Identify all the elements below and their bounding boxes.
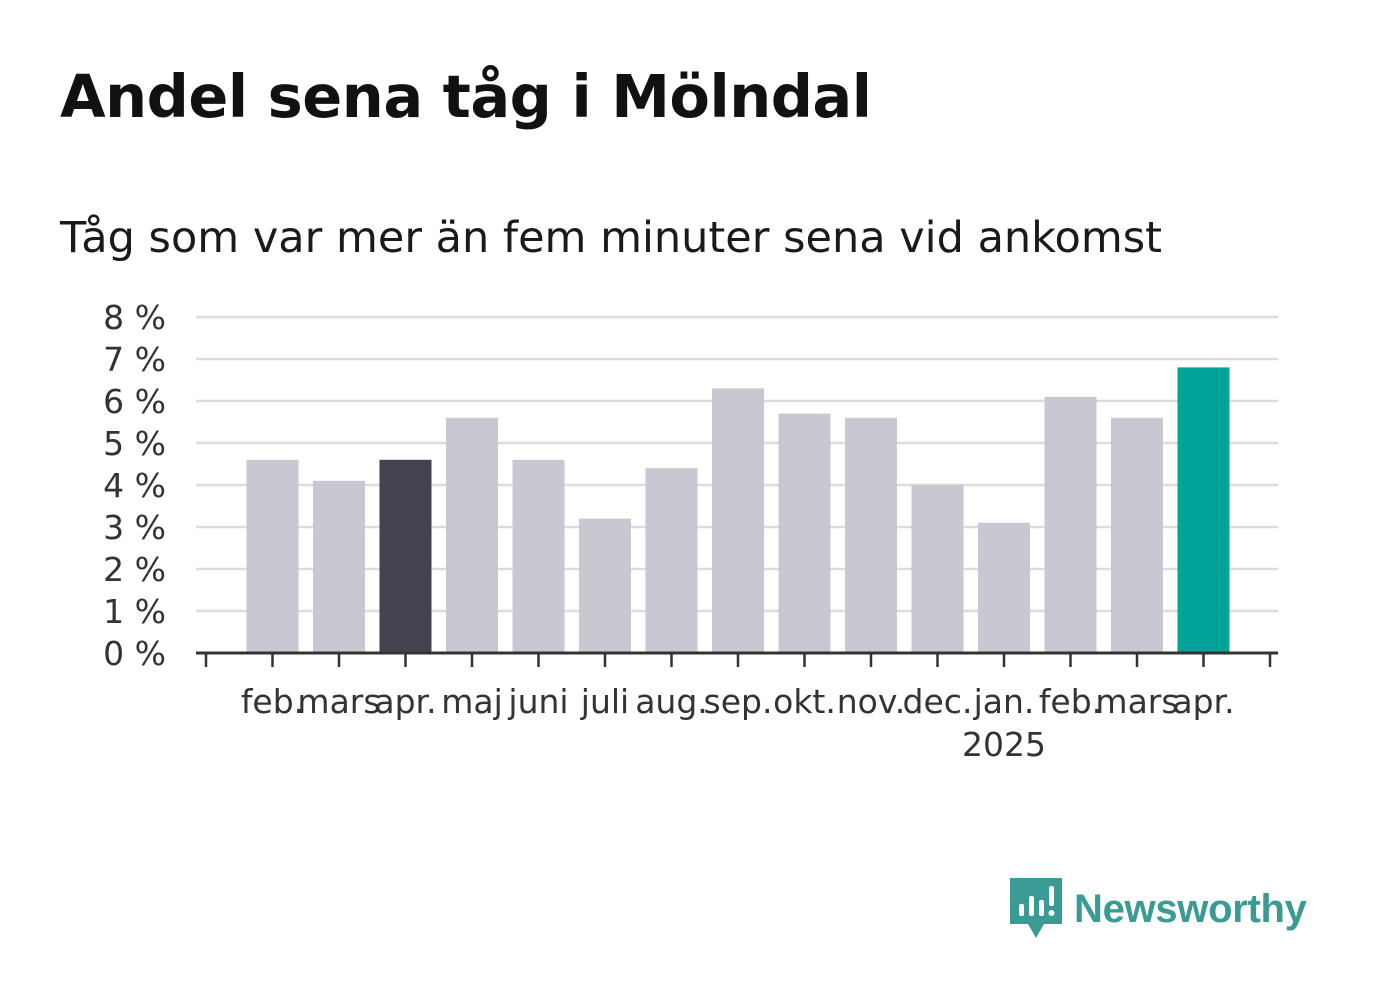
- x-tick-label: maj: [441, 682, 503, 721]
- newsworthy-logo: Newsworthy: [1010, 878, 1307, 940]
- x-tick-label: feb.: [1039, 682, 1102, 721]
- y-tick-label: 1 %: [103, 592, 166, 631]
- bar: [712, 388, 764, 653]
- x-tick-label: juli: [580, 682, 629, 721]
- bar: [1044, 396, 1097, 653]
- bar: [579, 518, 631, 653]
- brand-name: Newsworthy: [1074, 886, 1307, 931]
- bar: [845, 417, 897, 653]
- bar: [911, 485, 964, 653]
- x-year-label: 2025: [962, 725, 1046, 764]
- x-tick-label: juni: [507, 682, 568, 721]
- x-tick-label: feb.: [241, 682, 304, 721]
- x-tick-label: okt.: [773, 682, 836, 721]
- bar: [379, 459, 432, 653]
- y-tick-label: 7 %: [103, 340, 166, 379]
- bar: [313, 480, 365, 653]
- y-axis-ticks: 0 %1 %2 %3 %4 %5 %6 %7 %8 %: [103, 298, 166, 673]
- x-tick-label: apr.: [1172, 682, 1234, 721]
- chart-subtitle: Tåg som var mer än fem minuter sena vid …: [60, 213, 1163, 263]
- newsworthy-chart-icon: [1010, 878, 1062, 938]
- y-tick-label: 4 %: [103, 466, 166, 505]
- chart-title: Andel sena tåg i Mölndal: [60, 62, 872, 131]
- bar: [978, 522, 1030, 653]
- bar: [512, 459, 565, 653]
- y-tick-label: 5 %: [103, 424, 166, 463]
- y-tick-label: 2 %: [103, 550, 166, 589]
- bar: [1177, 367, 1230, 653]
- bars: [246, 367, 1230, 653]
- x-axis: [196, 651, 1278, 667]
- y-tick-label: 0 %: [103, 634, 166, 673]
- x-tick-label: nov.: [837, 682, 906, 721]
- y-tick-label: 8 %: [103, 298, 166, 337]
- x-tick-label: mars: [297, 682, 380, 721]
- bar: [645, 468, 698, 653]
- bar: [446, 417, 498, 653]
- bar: [246, 459, 299, 653]
- x-tick-label: sep.: [704, 682, 773, 721]
- y-tick-label: 6 %: [103, 382, 166, 421]
- bar: [778, 413, 831, 653]
- x-tick-label: jan.: [973, 682, 1035, 721]
- x-tick-label: aug.: [635, 682, 708, 721]
- x-tick-label: mars: [1095, 682, 1178, 721]
- y-tick-label: 3 %: [103, 508, 166, 547]
- x-tick-label: apr.: [374, 682, 436, 721]
- bar: [1111, 417, 1163, 653]
- x-tick-label: dec.: [903, 682, 973, 721]
